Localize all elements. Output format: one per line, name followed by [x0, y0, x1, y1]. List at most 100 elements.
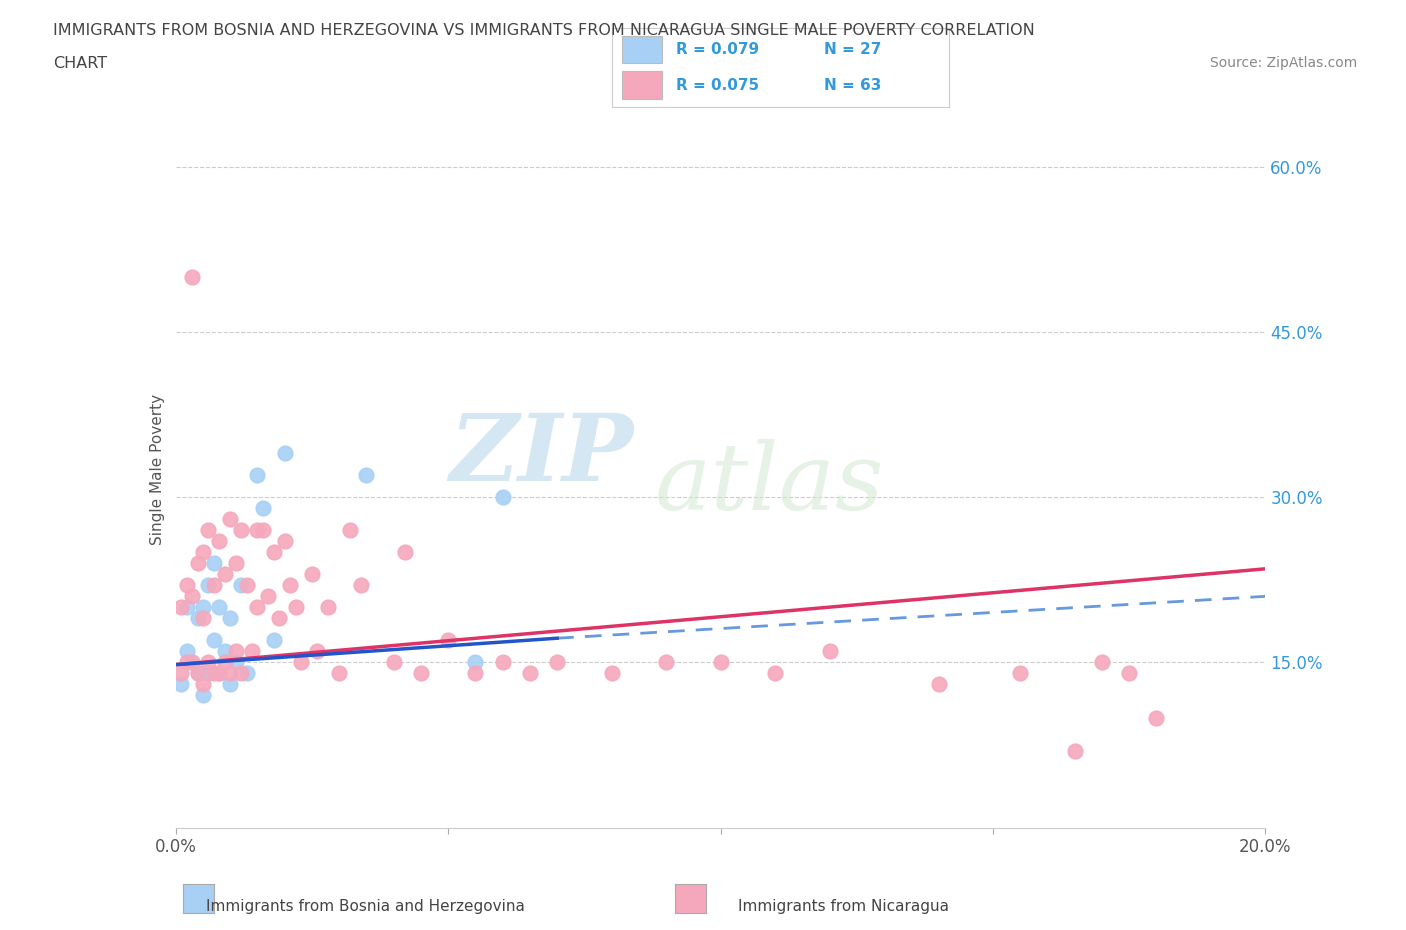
Point — [710, 655, 733, 670]
Point — [181, 589, 204, 604]
Text: CHART: CHART — [53, 56, 107, 71]
Point — [240, 644, 263, 658]
Point — [208, 534, 231, 549]
Text: Immigrants from Bosnia and Herzegovina: Immigrants from Bosnia and Herzegovina — [207, 899, 524, 914]
Point — [1091, 655, 1114, 670]
Point — [246, 523, 269, 538]
Point — [246, 600, 269, 615]
Point — [246, 468, 269, 483]
Point — [231, 578, 253, 592]
Point — [225, 644, 247, 658]
Text: IMMIGRANTS FROM BOSNIA AND HERZEGOVINA VS IMMIGRANTS FROM NICARAGUA SINGLE MALE : IMMIGRANTS FROM BOSNIA AND HERZEGOVINA V… — [53, 23, 1035, 38]
FancyBboxPatch shape — [621, 35, 662, 63]
Point — [214, 644, 236, 658]
Point — [181, 270, 204, 285]
Text: ZIP: ZIP — [449, 410, 633, 500]
Point — [269, 611, 291, 626]
Point — [1063, 743, 1085, 758]
Point — [278, 578, 301, 592]
Point — [186, 556, 209, 571]
Point — [290, 655, 312, 670]
Point — [208, 666, 231, 681]
Point — [191, 611, 214, 626]
Text: N = 63: N = 63 — [824, 78, 882, 93]
Point — [252, 523, 274, 538]
Point — [274, 445, 297, 460]
Point — [818, 644, 841, 658]
Text: Source: ZipAtlas.com: Source: ZipAtlas.com — [1209, 56, 1357, 70]
Point — [197, 523, 219, 538]
Point — [186, 611, 209, 626]
Point — [176, 644, 198, 658]
Point — [231, 666, 253, 681]
Point — [191, 677, 214, 692]
Point — [191, 545, 214, 560]
Point — [202, 556, 225, 571]
Point — [328, 666, 350, 681]
Point — [284, 600, 307, 615]
FancyBboxPatch shape — [621, 72, 662, 100]
Point — [219, 512, 242, 526]
Text: R = 0.075: R = 0.075 — [676, 78, 759, 93]
Point — [464, 655, 486, 670]
Point — [225, 556, 247, 571]
Point — [356, 468, 378, 483]
Point — [318, 600, 340, 615]
Point — [600, 666, 623, 681]
Point — [219, 611, 242, 626]
Point — [197, 655, 219, 670]
Point — [257, 589, 280, 604]
Point — [202, 633, 225, 648]
Point — [1118, 666, 1140, 681]
Point — [186, 666, 209, 681]
Text: N = 27: N = 27 — [824, 42, 882, 57]
Point — [382, 655, 405, 670]
Point — [409, 666, 432, 681]
Point — [170, 677, 193, 692]
Point — [176, 600, 198, 615]
Point — [437, 633, 460, 648]
Point — [231, 523, 253, 538]
Text: atlas: atlas — [655, 439, 884, 529]
Point — [235, 578, 257, 592]
Point — [546, 655, 568, 670]
Text: R = 0.079: R = 0.079 — [676, 42, 759, 57]
Point — [219, 666, 242, 681]
Point — [202, 666, 225, 681]
Y-axis label: Single Male Poverty: Single Male Poverty — [149, 394, 165, 545]
Point — [339, 523, 361, 538]
Point — [170, 666, 193, 681]
Point — [464, 666, 486, 681]
Point — [307, 644, 329, 658]
Point — [1010, 666, 1032, 681]
Point — [263, 633, 285, 648]
Point — [763, 666, 786, 681]
Point — [214, 655, 236, 670]
Point — [214, 567, 236, 582]
Point — [208, 666, 231, 681]
Point — [197, 578, 219, 592]
Point — [170, 600, 193, 615]
Point — [181, 655, 204, 670]
Point — [176, 578, 198, 592]
Point — [252, 500, 274, 515]
Point — [176, 655, 198, 670]
Point — [655, 655, 678, 670]
Point — [274, 534, 297, 549]
Point — [219, 677, 242, 692]
Point — [350, 578, 373, 592]
Point — [492, 490, 515, 505]
Point — [197, 666, 219, 681]
Point — [928, 677, 950, 692]
Point — [181, 655, 204, 670]
Point — [235, 666, 257, 681]
Point — [1144, 711, 1167, 725]
Point — [263, 545, 285, 560]
Point — [225, 655, 247, 670]
Point — [519, 666, 541, 681]
Point — [191, 688, 214, 703]
Point — [191, 600, 214, 615]
Text: Immigrants from Nicaragua: Immigrants from Nicaragua — [738, 899, 949, 914]
Point — [186, 666, 209, 681]
Point — [492, 655, 515, 670]
